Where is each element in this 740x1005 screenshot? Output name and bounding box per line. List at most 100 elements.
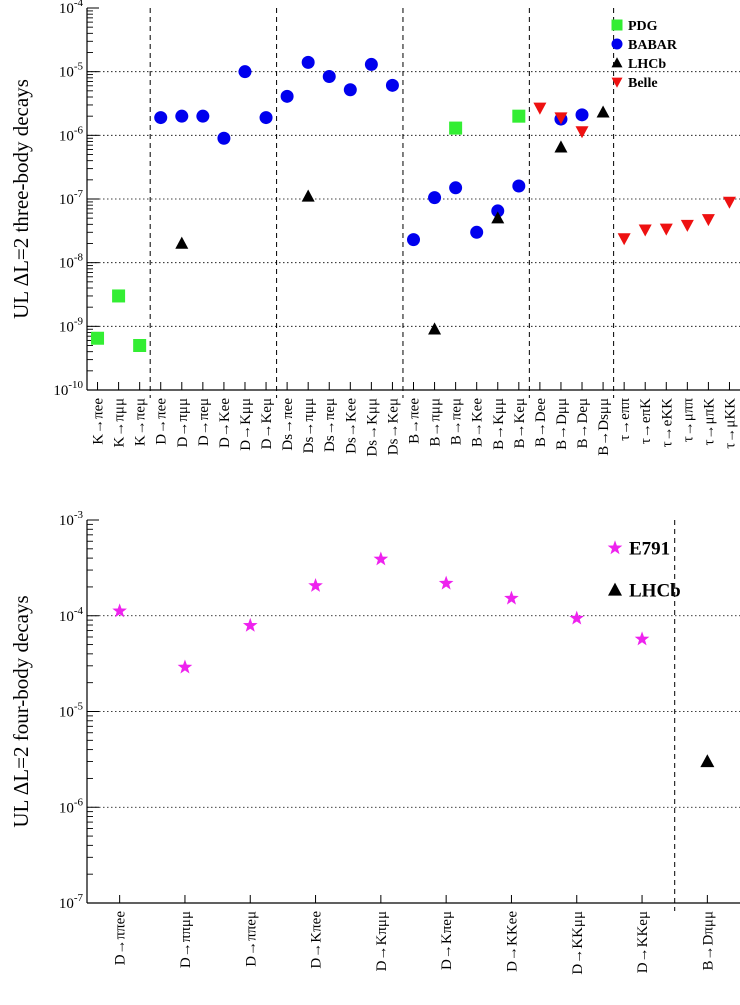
data-point-belle (659, 223, 673, 236)
data-point-e791 (373, 551, 389, 566)
data-point-e791 (634, 631, 650, 646)
legend-marker-pdg (611, 19, 623, 31)
data-point-lhcb (554, 140, 568, 153)
category-label: Ds→πeμ (322, 398, 338, 452)
category-label: τ→μKK (722, 398, 738, 449)
data-point-babar (259, 111, 273, 125)
category-label: τ→eπK (638, 398, 654, 444)
category-label: D→πee (154, 398, 170, 445)
data-point-pdg (91, 331, 105, 345)
data-point-babar (364, 57, 378, 71)
category-label: D→ππeμ (243, 911, 259, 967)
legend-label-pdg: PDG (628, 19, 658, 34)
category-label: B→Keμ (512, 398, 528, 449)
data-point-belle (617, 233, 631, 246)
category-label: Ds→Keμ (385, 398, 401, 455)
data-point-babar (175, 109, 189, 123)
data-point-lhcb (301, 189, 315, 202)
y-tick-label: 10-7 (59, 188, 84, 208)
data-point-e791 (308, 578, 323, 592)
y-tick-label: 10-4 (59, 605, 84, 625)
category-label: D→KKeμ (635, 911, 651, 973)
data-point-e791 (569, 610, 585, 625)
data-point-belle (701, 214, 715, 227)
y-tick-label: 10-3 (59, 509, 84, 529)
legend-marker-lhcb (611, 57, 623, 68)
data-point-belle (680, 219, 694, 232)
data-point-belle (554, 112, 568, 125)
data-point-babar (154, 111, 168, 125)
category-label: B→Dsμμ (596, 398, 612, 456)
data-point-belle (722, 196, 736, 209)
data-point-babar (428, 191, 442, 205)
category-label: B→πμμ (428, 398, 444, 447)
y-axis-title: UL ΔL=2 three-body decays (9, 79, 33, 319)
data-point-lhcb (175, 236, 189, 249)
data-point-e791 (177, 659, 193, 674)
category-label: B→Dπμμ (700, 911, 716, 971)
y-tick-label: 10-4 (59, 0, 84, 17)
data-point-babar (407, 233, 420, 247)
category-label: D→Kπμμ (374, 911, 390, 971)
category-label: B→Kee (470, 398, 486, 447)
category-label: D→Kμμ (238, 398, 254, 451)
category-label: B→πeμ (449, 398, 465, 445)
legend-label-lhcb: LHCb (628, 57, 666, 72)
data-point-pdg (449, 121, 463, 135)
data-point-belle (533, 102, 547, 115)
data-point-babar (512, 179, 526, 193)
data-point-babar (491, 204, 505, 218)
data-point-babar (238, 65, 252, 79)
category-label: B→Dee (533, 398, 549, 447)
category-label: Ds→Kee (343, 398, 359, 454)
data-point-babar (385, 78, 399, 92)
legend-marker-babar (611, 38, 623, 50)
category-label: D→πeμ (196, 398, 212, 446)
category-label: Ds→πee (280, 398, 296, 451)
legend-marker-belle (611, 77, 623, 88)
data-point-pdg (133, 338, 147, 352)
y-tick-label: 10-5 (59, 701, 84, 721)
category-label: K→πee (91, 398, 107, 445)
category-label: D→Kπee (309, 911, 325, 969)
category-label: Ds→πμμ (301, 398, 317, 453)
data-point-e791 (112, 603, 127, 618)
data-point-babar (343, 83, 357, 97)
data-point-belle (638, 224, 652, 237)
legend-marker-e791 (607, 540, 623, 555)
category-label: D→Kee (217, 398, 233, 448)
y-tick-label: 10-7 (59, 892, 84, 912)
y-tick-label: 10-8 (59, 252, 84, 272)
category-label: D→ππee (113, 911, 129, 966)
data-point-babar (280, 89, 294, 103)
category-label: K→πeμ (133, 398, 149, 446)
data-point-pdg (112, 289, 126, 303)
data-point-belle (575, 126, 589, 139)
data-point-babar (196, 109, 210, 123)
y-tick-label: 10-6 (59, 796, 84, 816)
data-point-babar (217, 131, 231, 145)
category-label: B→Dμμ (554, 398, 570, 450)
data-point-e791 (438, 575, 454, 590)
y-tick-label: 10-6 (59, 124, 84, 144)
data-point-babar (301, 55, 315, 69)
category-label: τ→μππ (680, 398, 696, 443)
category-label: D→KKee (504, 911, 520, 972)
category-label: τ→eKK (659, 398, 675, 448)
legend-label-lhcb: LHCb (629, 581, 681, 602)
category-label: D→Kπeμ (439, 911, 455, 970)
y-tick-label: 10-9 (59, 315, 84, 335)
y-axis-title: UL ΔL=2 four-body decays (9, 595, 33, 827)
category-label: B→Deμ (575, 398, 591, 449)
data-point-babar (322, 69, 336, 83)
chart-panel-1: 10-10 10-9 10-8 10-7 10-6 10-5 10-4 K→πee K→πμμ K… (9, 0, 740, 457)
legend-label-babar: BABAR (628, 38, 678, 53)
data-point-lhcb (491, 211, 505, 224)
y-tick-label: 10-5 (59, 61, 84, 81)
data-point-lhcb (596, 105, 610, 118)
legend-label-belle: Belle (628, 76, 658, 91)
data-point-e791 (504, 590, 519, 605)
category-label: τ→μπK (701, 398, 717, 446)
data-point-babar (470, 225, 484, 239)
